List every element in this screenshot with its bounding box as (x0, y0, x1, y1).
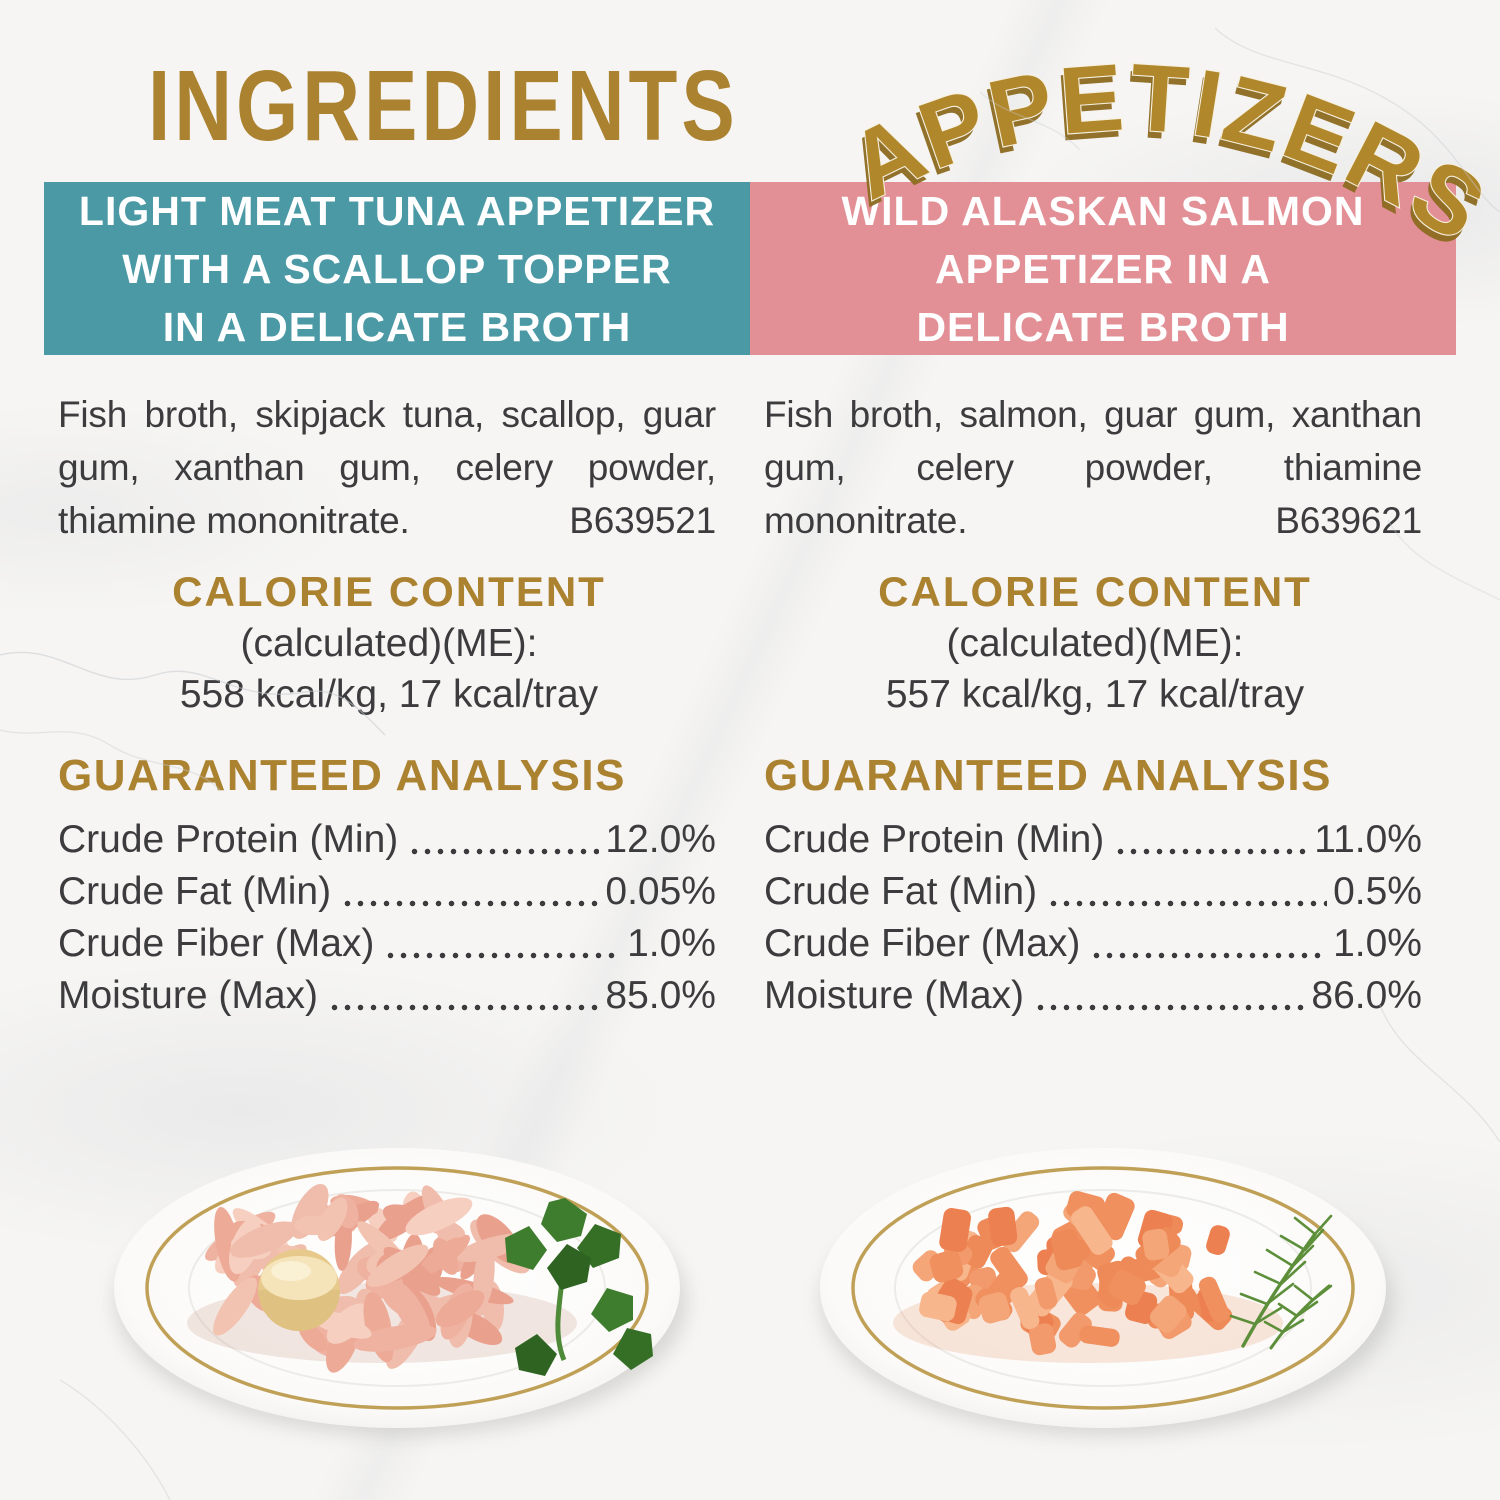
analysis-label: Moisture (Max) (764, 974, 1025, 1017)
analysis-heading: GUARANTEED ANALYSIS (764, 751, 1332, 800)
analysis-row: Moisture (Max) 85.0% (58, 968, 716, 1020)
calorie-values: 558 kcal/kg, 17 kcal/tray (179, 673, 599, 716)
calorie-method: (calculated)(ME): (240, 622, 538, 665)
dotted-leader (1090, 952, 1328, 959)
salmon-food (912, 1191, 1233, 1356)
tuna-calorie-content: CALORIE CONTENT (calculated)(ME): 558 kc… (44, 566, 750, 720)
product-columns: LIGHT MEAT TUNA APPETIZER WITH A SCALLOP… (0, 182, 1500, 1438)
analysis-label: Crude Protein (Min) (764, 818, 1105, 861)
analysis-label: Crude Fat (Min) (764, 870, 1038, 913)
tuna-header-line: IN A DELICATE BROTH (162, 303, 632, 350)
salmon-batch-code: B639621 (1275, 500, 1422, 541)
salmon-header-line: APPETIZER IN A (935, 245, 1271, 292)
analysis-row: Crude Fat (Min) 0.05% (58, 864, 716, 916)
dotted-leader (408, 848, 600, 855)
analysis-row: Crude Protein (Min) 11.0% (764, 812, 1422, 864)
analysis-row: Moisture (Max) 86.0% (764, 968, 1422, 1020)
analysis-row: Crude Fat (Min) 0.5% (764, 864, 1422, 916)
dotted-leader (384, 952, 622, 959)
salmon-header-line: WILD ALASKAN SALMON (841, 187, 1365, 234)
analysis-heading: GUARANTEED ANALYSIS (58, 751, 626, 800)
dotted-leader (1047, 900, 1328, 907)
salmon-header-line: DELICATE BROTH (916, 303, 1290, 350)
tuna-header: LIGHT MEAT TUNA APPETIZER WITH A SCALLOP… (44, 182, 750, 355)
salmon-calorie-content: CALORIE CONTENT (calculated)(ME): 557 kc… (750, 566, 1456, 720)
ingredients-line: gum, celery powder, thiamine (764, 447, 1422, 488)
ingredients-line: mononitrate. (764, 500, 968, 541)
tuna-plate-image (114, 1148, 687, 1436)
analysis-value: 11.0% (1314, 818, 1422, 861)
page-title: INGREDIENTS (148, 50, 739, 162)
analysis-label: Crude Fiber (Max) (58, 922, 375, 965)
scallop-topper (258, 1249, 340, 1331)
salmon-guaranteed-analysis: GUARANTEED ANALYSIS Crude Protein (Min) … (750, 750, 1456, 1020)
analysis-value: 0.5% (1333, 870, 1422, 913)
dotted-leader (328, 1004, 600, 1011)
salmon-header: WILD ALASKAN SALMON APPETIZER IN A DELIC… (750, 182, 1456, 355)
ingredients-line: Fish broth, salmon, guar gum, xanthan (764, 394, 1422, 435)
calorie-heading: CALORIE CONTENT (172, 568, 606, 615)
dotted-leader (341, 900, 600, 907)
tuna-batch-code: B639521 (569, 500, 716, 541)
dotted-leader (1034, 1004, 1306, 1011)
dotted-leader (1114, 848, 1309, 855)
analysis-value: 1.0% (1333, 922, 1422, 965)
analysis-label: Crude Fat (Min) (58, 870, 332, 913)
analysis-row: Crude Fiber (Max) 1.0% (58, 916, 716, 968)
title-row: INGREDIENTS APPETIZERS APPETIZERS (0, 0, 1500, 270)
ingredients-line: gum, xanthan gum, celery powder, (58, 447, 716, 488)
salmon-plate-image (820, 1148, 1393, 1436)
script-title-appetizers: APPETIZERS APPETIZERS (830, 43, 1500, 270)
calorie-heading: CALORIE CONTENT (878, 568, 1312, 615)
analysis-row: Crude Fiber (Max) 1.0% (764, 916, 1422, 968)
analysis-value: 12.0% (605, 818, 716, 861)
analysis-value: 1.0% (627, 922, 716, 965)
analysis-label: Crude Fiber (Max) (764, 922, 1081, 965)
analysis-value: 86.0% (1311, 974, 1422, 1017)
analysis-value: 0.05% (605, 870, 716, 913)
tuna-column: LIGHT MEAT TUNA APPETIZER WITH A SCALLOP… (44, 182, 750, 1438)
dill-garnish (1229, 1214, 1333, 1350)
salmon-column: WILD ALASKAN SALMON APPETIZER IN A DELIC… (750, 182, 1456, 1438)
analysis-row: Crude Protein (Min) 12.0% (58, 812, 716, 864)
ingredients-line: thiamine mononitrate. (58, 500, 410, 541)
parsley-garnish (505, 1198, 653, 1376)
analysis-label: Crude Protein (Min) (58, 818, 399, 861)
analysis-label: Moisture (Max) (58, 974, 319, 1017)
ingredients-line: Fish broth, skipjack tuna, scallop, guar (58, 394, 716, 435)
calorie-values: 557 kcal/kg, 17 kcal/tray (885, 673, 1305, 716)
tuna-header-line: LIGHT MEAT TUNA APPETIZER (78, 187, 716, 234)
analysis-value: 85.0% (605, 974, 716, 1017)
calorie-method: (calculated)(ME): (946, 622, 1244, 665)
tuna-ingredients: Fish broth, skipjack tuna, scallop, guar… (44, 388, 750, 547)
salmon-ingredients: Fish broth, salmon, guar gum, xanthan gu… (750, 388, 1456, 547)
tuna-header-line: WITH A SCALLOP TOPPER (122, 245, 672, 292)
tuna-guaranteed-analysis: GUARANTEED ANALYSIS Crude Protein (Min) … (44, 750, 750, 1020)
